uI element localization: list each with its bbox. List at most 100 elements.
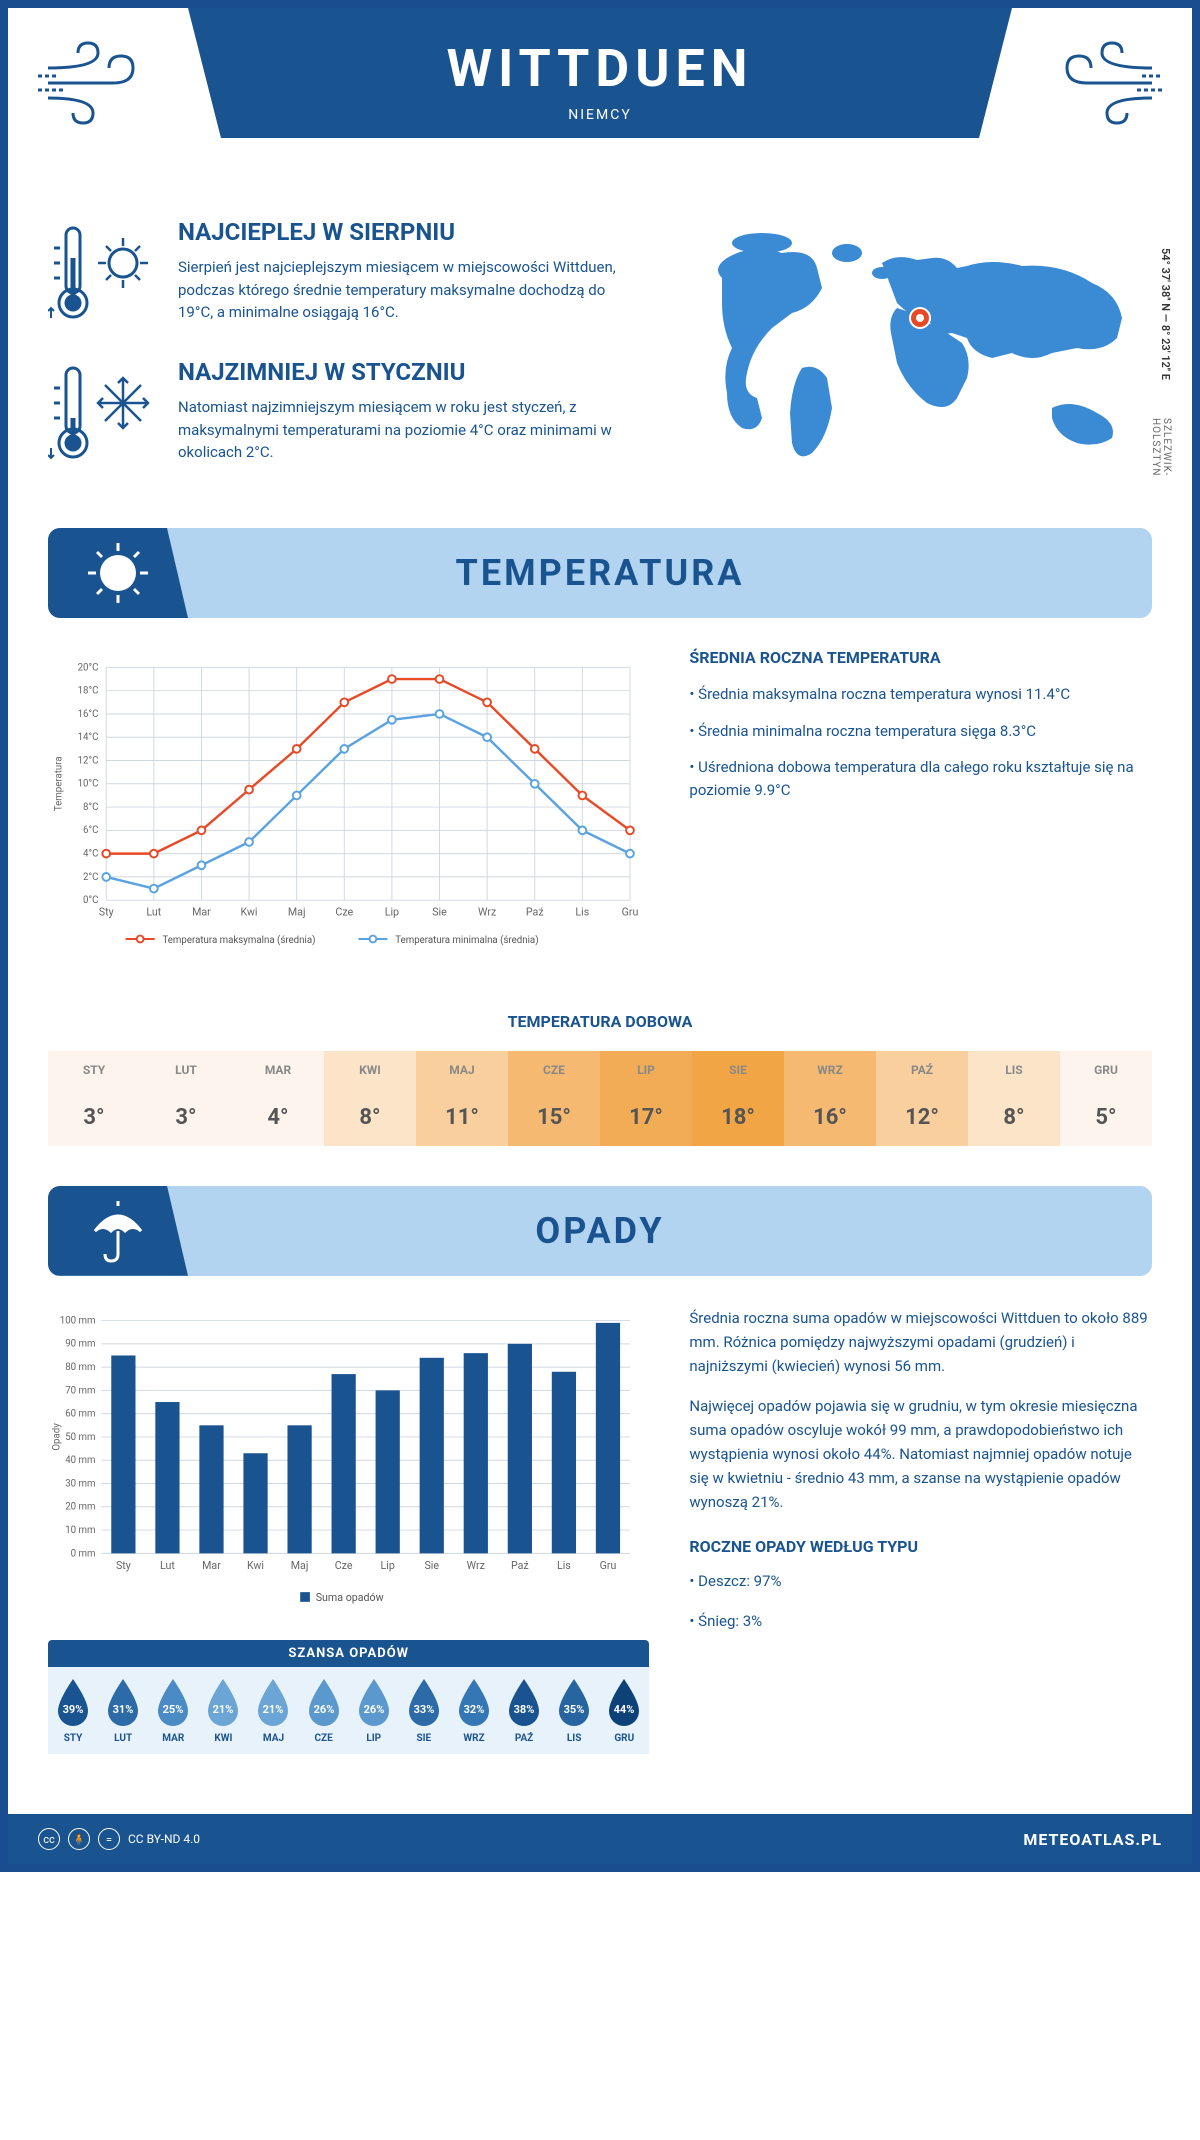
temp-info-line: • Średnia maksymalna roczna temperatura … <box>689 683 1152 706</box>
precip-type-title: ROCZNE OPADY WEDŁUG TYPU <box>689 1534 1152 1560</box>
precipitation-title: OPADY <box>535 1210 664 1252</box>
world-map <box>672 218 1152 478</box>
chance-drop-cell: 32%WRZ <box>449 1677 499 1744</box>
chance-drop-cell: 21%MAJ <box>248 1677 298 1744</box>
precipitation-section-header: OPADY <box>48 1186 1152 1276</box>
site-name: METEOATLAS.PL <box>1023 1830 1162 1849</box>
temperature-chart: 0°C2°C4°C6°C8°C10°C12°C14°C16°C18°C20°CS… <box>48 648 649 982</box>
svg-text:6°C: 6°C <box>83 825 98 836</box>
title-banner: WITTDUEN NIEMCY <box>188 8 1012 138</box>
daily-temp-cell: STY3° <box>48 1051 140 1146</box>
chance-drop-cell: 26%CZE <box>299 1677 349 1744</box>
svg-text:44%: 44% <box>614 1703 635 1716</box>
svg-text:70 mm: 70 mm <box>65 1385 95 1396</box>
svg-text:Maj: Maj <box>288 906 306 919</box>
svg-text:Cze: Cze <box>335 906 353 919</box>
svg-text:Paź: Paź <box>511 1559 529 1572</box>
temp-info-title: ŚREDNIA ROCZNA TEMPERATURA <box>689 648 1152 667</box>
precip-type-line: • Śnieg: 3% <box>689 1609 1152 1633</box>
svg-text:10 mm: 10 mm <box>65 1525 95 1536</box>
svg-text:31%: 31% <box>113 1703 134 1716</box>
precip-info-p1: Średnia roczna suma opadów w miejscowośc… <box>689 1306 1152 1378</box>
svg-text:Kwi: Kwi <box>241 906 258 919</box>
svg-text:50 mm: 50 mm <box>65 1432 95 1443</box>
svg-text:Wrz: Wrz <box>478 906 496 919</box>
svg-text:Sie: Sie <box>424 1559 439 1572</box>
warmest-title: NAJCIEPLEJ W SIERPNIU <box>178 218 642 246</box>
chance-drop-cell: 31%LUT <box>98 1677 148 1744</box>
city-title: WITTDUEN <box>188 38 1012 99</box>
intro-section: NAJCIEPLEJ W SIERPNIU Sierpień jest najc… <box>48 218 1152 498</box>
svg-text:Gru: Gru <box>622 906 639 919</box>
temperature-info: ŚREDNIA ROCZNA TEMPERATURA • Średnia mak… <box>689 648 1152 982</box>
svg-text:90 mm: 90 mm <box>65 1339 95 1350</box>
temp-info-line: • Średnia minimalna roczna temperatura s… <box>689 720 1152 743</box>
chance-drop-cell: 26%LIP <box>349 1677 399 1744</box>
svg-text:Maj: Maj <box>291 1559 309 1572</box>
svg-text:38%: 38% <box>514 1703 535 1716</box>
coldest-title: NAJZIMNIEJ W STYCZNIU <box>178 358 642 386</box>
svg-text:Cze: Cze <box>335 1559 353 1572</box>
precip-chance-title: SZANSA OPADÓW <box>48 1640 649 1667</box>
svg-text:16°C: 16°C <box>78 709 99 720</box>
svg-text:14°C: 14°C <box>78 732 99 743</box>
svg-text:26%: 26% <box>313 1703 334 1716</box>
daily-temp-cell: WRZ16° <box>784 1051 876 1146</box>
svg-text:Lis: Lis <box>557 1559 571 1572</box>
daily-temperature-table: STY3°LUT3°MAR4°KWI8°MAJ11°CZE15°LIP17°SI… <box>48 1051 1152 1146</box>
thermometer-cold-icon <box>48 358 158 468</box>
chance-drop-cell: 39%STY <box>48 1677 98 1744</box>
daily-temp-cell: CZE15° <box>508 1051 600 1146</box>
daily-temp-cell: KWI8° <box>324 1051 416 1146</box>
svg-text:12°C: 12°C <box>78 755 99 766</box>
svg-text:0°C: 0°C <box>83 895 98 906</box>
coldest-text: Natomiast najzimniejszym miesiącem w rok… <box>178 396 642 464</box>
svg-text:21%: 21% <box>213 1703 234 1716</box>
svg-text:Sty: Sty <box>99 906 114 919</box>
precipitation-info: Średnia roczna suma opadów w miejscowośc… <box>689 1306 1152 1754</box>
precip-type-line: • Deszcz: 97% <box>689 1569 1152 1593</box>
svg-text:Suma opadów: Suma opadów <box>316 1591 384 1604</box>
svg-text:Mar: Mar <box>192 906 211 919</box>
svg-text:Gru: Gru <box>600 1559 617 1572</box>
svg-text:10°C: 10°C <box>78 779 99 790</box>
svg-text:Kwi: Kwi <box>247 1559 264 1572</box>
svg-text:39%: 39% <box>63 1703 84 1716</box>
svg-text:Paź: Paź <box>526 906 544 919</box>
wind-icon <box>38 38 158 128</box>
svg-text:100 mm: 100 mm <box>60 1315 96 1326</box>
precipitation-chart-panel: 0 mm10 mm20 mm30 mm40 mm50 mm60 mm70 mm8… <box>48 1306 649 1754</box>
daily-temp-cell: MAJ11° <box>416 1051 508 1146</box>
page-footer: cc 🧍 = CC BY-ND 4.0 METEOATLAS.PL <box>8 1814 1192 1864</box>
svg-text:Lip: Lip <box>385 906 399 919</box>
by-icon: 🧍 <box>68 1828 90 1850</box>
nd-icon: = <box>98 1828 120 1850</box>
svg-text:30 mm: 30 mm <box>65 1478 95 1489</box>
daily-temp-cell: SIE18° <box>692 1051 784 1146</box>
precipitation-bar-chart: 0 mm10 mm20 mm30 mm40 mm50 mm60 mm70 mm8… <box>48 1306 649 1616</box>
country-subtitle: NIEMCY <box>188 107 1012 123</box>
svg-text:Lut: Lut <box>160 1559 175 1572</box>
svg-text:20 mm: 20 mm <box>65 1501 95 1512</box>
svg-text:32%: 32% <box>464 1703 485 1716</box>
svg-text:Temperatura: Temperatura <box>54 756 65 811</box>
svg-text:2°C: 2°C <box>83 872 98 883</box>
svg-text:18°C: 18°C <box>78 686 99 697</box>
chance-drop-cell: 21%KWI <box>198 1677 248 1744</box>
svg-text:33%: 33% <box>413 1703 434 1716</box>
daily-temp-cell: LIP17° <box>600 1051 692 1146</box>
temperature-section-header: TEMPERATURA <box>48 528 1152 618</box>
svg-text:Temperatura maksymalna (średni: Temperatura maksymalna (średnia) <box>162 935 315 946</box>
svg-text:Lis: Lis <box>575 906 589 919</box>
location-marker-icon <box>909 307 931 329</box>
svg-text:0 mm: 0 mm <box>71 1548 96 1559</box>
umbrella-icon <box>83 1196 153 1266</box>
coldest-block: NAJZIMNIEJ W STYCZNIU Natomiast najzimni… <box>48 358 642 468</box>
svg-text:26%: 26% <box>363 1703 384 1716</box>
daily-temp-cell: PAŹ12° <box>876 1051 968 1146</box>
warmest-block: NAJCIEPLEJ W SIERPNIU Sierpień jest najc… <box>48 218 642 328</box>
warmest-text: Sierpień jest najcieplejszym miesiącem w… <box>178 256 642 324</box>
chance-drop-cell: 25%MAR <box>148 1677 198 1744</box>
daily-temp-cell: LIS8° <box>968 1051 1060 1146</box>
chance-drop-cell: 35%LIS <box>549 1677 599 1744</box>
